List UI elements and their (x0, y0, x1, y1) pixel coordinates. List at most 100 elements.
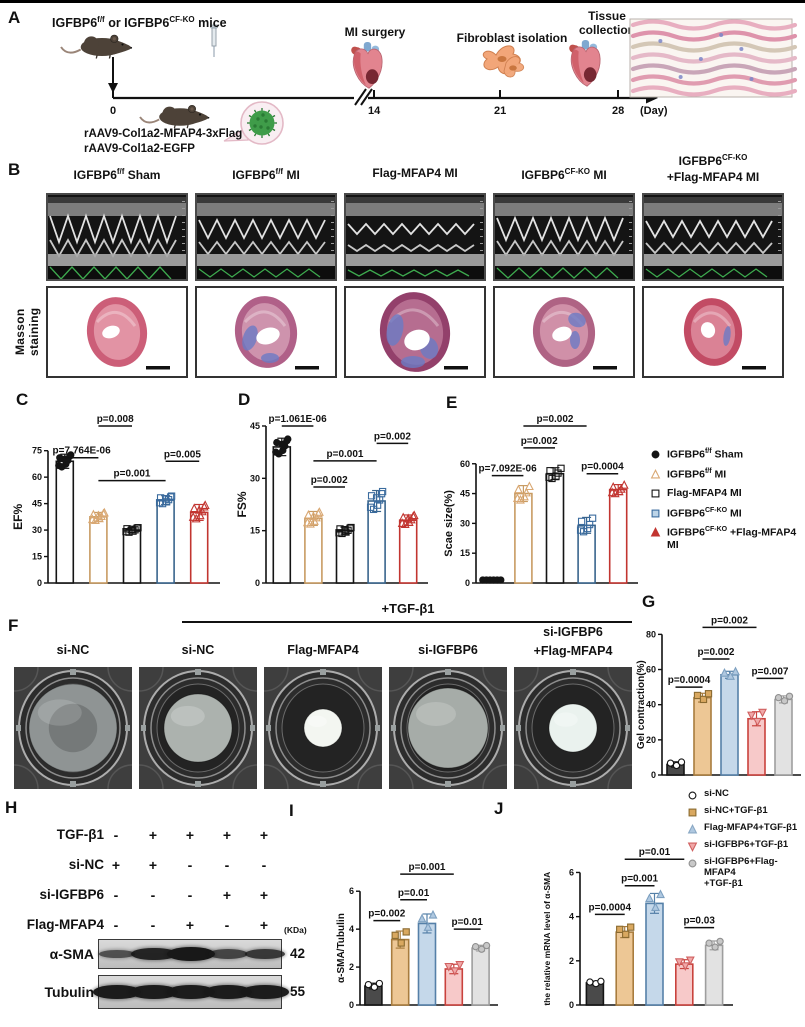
y-tick-label: 30 (460, 518, 470, 528)
masson-staining-row-label: Masson staining (13, 307, 41, 357)
gel-contraction-well-image (389, 667, 507, 789)
panel-label-e: E (446, 393, 458, 412)
timeline-day21: 21 (494, 105, 506, 117)
timeline-day0: 0 (110, 105, 116, 117)
y-axis-label: Gel contraction(%) (636, 660, 647, 749)
gel-contraction-well-image (139, 667, 257, 789)
y-tick-label: 15 (32, 552, 42, 562)
panel-label-b: B (8, 160, 21, 179)
blot-protein-label: α-SMA (49, 945, 94, 962)
panel-b-column-header: Flag-MFAP4 MI (372, 166, 458, 180)
legend-g-item: Flag-MFAP4+TGF-β1 (687, 822, 798, 835)
gel-contraction-well-image (14, 667, 132, 789)
significance-label: p=0.002 (374, 431, 411, 442)
panel-label-i: I (289, 801, 294, 820)
western-blot-asma (98, 939, 286, 969)
echocardiography-image (493, 193, 635, 281)
bar-group-4 (367, 500, 386, 584)
blot-band (204, 985, 252, 999)
y-tick-label: 0 (37, 578, 42, 588)
legend-label: IGFBP6f/f MI (667, 467, 727, 481)
blot-band (244, 948, 286, 960)
treatment-sign: - (187, 857, 193, 873)
significance-label: p=0.0004 (668, 675, 711, 686)
y-tick-label: 0 (651, 770, 656, 780)
significance-label: p=0.0004 (589, 902, 632, 913)
legend-label: si-NC+TGF-β1 (704, 805, 768, 816)
treatment-sign: + (259, 827, 269, 843)
tgf-beta1-header: +TGF-β1 (381, 601, 435, 616)
aav-virus-icon (223, 101, 284, 145)
chart-D-plot: 0 15 30 45 FS% p=1.061E-06 p=0.002 p=0.001 p=0.0… (235, 414, 428, 588)
chart-panel-I: 0 2 4 6 α-SMA/Tubulin p=0.002 p=0.01 p=0.001 p=0… (334, 849, 502, 1020)
panel-b-column-header: IGFBP6CF-KO (678, 153, 748, 168)
chart-G-plot: 0 20 40 60 80 Gel contraction(%) p=0.0004 p=0.0… (636, 615, 801, 780)
bar-group-4 (747, 717, 766, 776)
significance-label: p=0.002 (311, 475, 348, 486)
y-tick-label: 20 (646, 735, 656, 745)
panel-label-f: F (8, 616, 19, 635)
study-mouse-icon (60, 34, 133, 59)
panel-label-h: H (5, 798, 18, 817)
y-tick-label: 60 (646, 665, 656, 675)
legend-label: si-IGFBP6+TGF-β1 (704, 839, 789, 850)
y-tick-label: 2 (569, 956, 574, 966)
treatment-sign: + (259, 887, 269, 903)
panel-label-d: D (238, 390, 251, 409)
aav-injected-mouse-icon (139, 104, 210, 129)
treatment-row-label: Flag-MFAP4 (26, 917, 104, 932)
y-tick-label: 60 (32, 472, 42, 482)
bar-group-5 (471, 947, 490, 1006)
bar-group-4 (444, 968, 464, 1006)
legend-label: Flag-MFAP4+TGF-β1 (704, 822, 798, 833)
blot-band (167, 947, 215, 961)
blot-kda-value: 42 (290, 946, 306, 961)
injection-arrow (108, 57, 118, 93)
y-tick-label: 0 (465, 578, 470, 588)
panel-label-j: J (494, 799, 504, 818)
y-tick-label: 0 (255, 578, 260, 588)
blot-protein-label: Tubulin (44, 983, 95, 1000)
y-tick-label: 80 (646, 629, 656, 639)
legend-label: IGFBP6CF-KO +Flag-MFAP4 MI (667, 526, 797, 551)
treatment-row-label: si-NC (68, 857, 104, 872)
significance-label: p=0.001 (409, 862, 446, 873)
treatment-sign: - (187, 887, 193, 903)
significance-label: p=0.008 (97, 414, 134, 425)
treatment-sign: - (113, 917, 119, 933)
significance-label: p=0.002 (698, 647, 735, 658)
y-tick-label: 4 (349, 924, 354, 934)
treatment-sign: + (185, 917, 195, 933)
chart-panel-C: 0 15 30 45 60 75 EF% p=7.764E-06 p=0.008 p=0.001 p… (11, 399, 224, 598)
significance-label: p=0.03 (683, 916, 715, 927)
chart-E-plot: 0 15 30 45 60 Scae size(%) p=7.092E-06 p=0.002 p… (443, 414, 638, 588)
masson-staining-image (642, 286, 784, 378)
bar-group-2 (390, 938, 410, 1006)
black-filled-circle-icon (651, 450, 660, 459)
y-tick-label: 60 (460, 459, 470, 469)
y-tick-label: 4 (569, 912, 574, 922)
panel-f-column-header: si-IGFBP6 (418, 643, 478, 657)
legend-e-item: IGFBP6CF-KO MI (650, 507, 742, 520)
echocardiography-image (195, 193, 337, 281)
chart-C-plot: 0 15 30 45 60 75 EF% p=7.764E-06 p=0.008 p=0.001 p… (11, 414, 220, 588)
legend-label: si-NC (704, 788, 729, 799)
y-tick-label: 6 (569, 867, 574, 877)
bar-group-2 (89, 516, 108, 584)
panel-b-column-header-line2: +Flag-MFAP4 MI (666, 170, 760, 184)
legend-label: Flag-MFAP4 MI (667, 487, 742, 499)
y-tick-label: 45 (460, 489, 470, 499)
gray-filled-circle-icon (688, 859, 697, 868)
significance-label: p=0.007 (752, 666, 789, 677)
bar-group-2 (514, 492, 533, 584)
significance-label: p=0.01 (639, 847, 671, 858)
bar-group-3 (545, 472, 565, 584)
event-fibroblast-isolation: Fibroblast isolation (457, 31, 568, 45)
bar-group-3 (335, 529, 355, 584)
significance-label: p=0.001 (621, 874, 658, 885)
significance-label: p=7.092E-06 (479, 464, 538, 475)
bar-group-5 (774, 698, 793, 776)
timeline-axis: 0 14 21 28 (Day) (110, 88, 668, 117)
y-tick-label: 6 (349, 886, 354, 896)
